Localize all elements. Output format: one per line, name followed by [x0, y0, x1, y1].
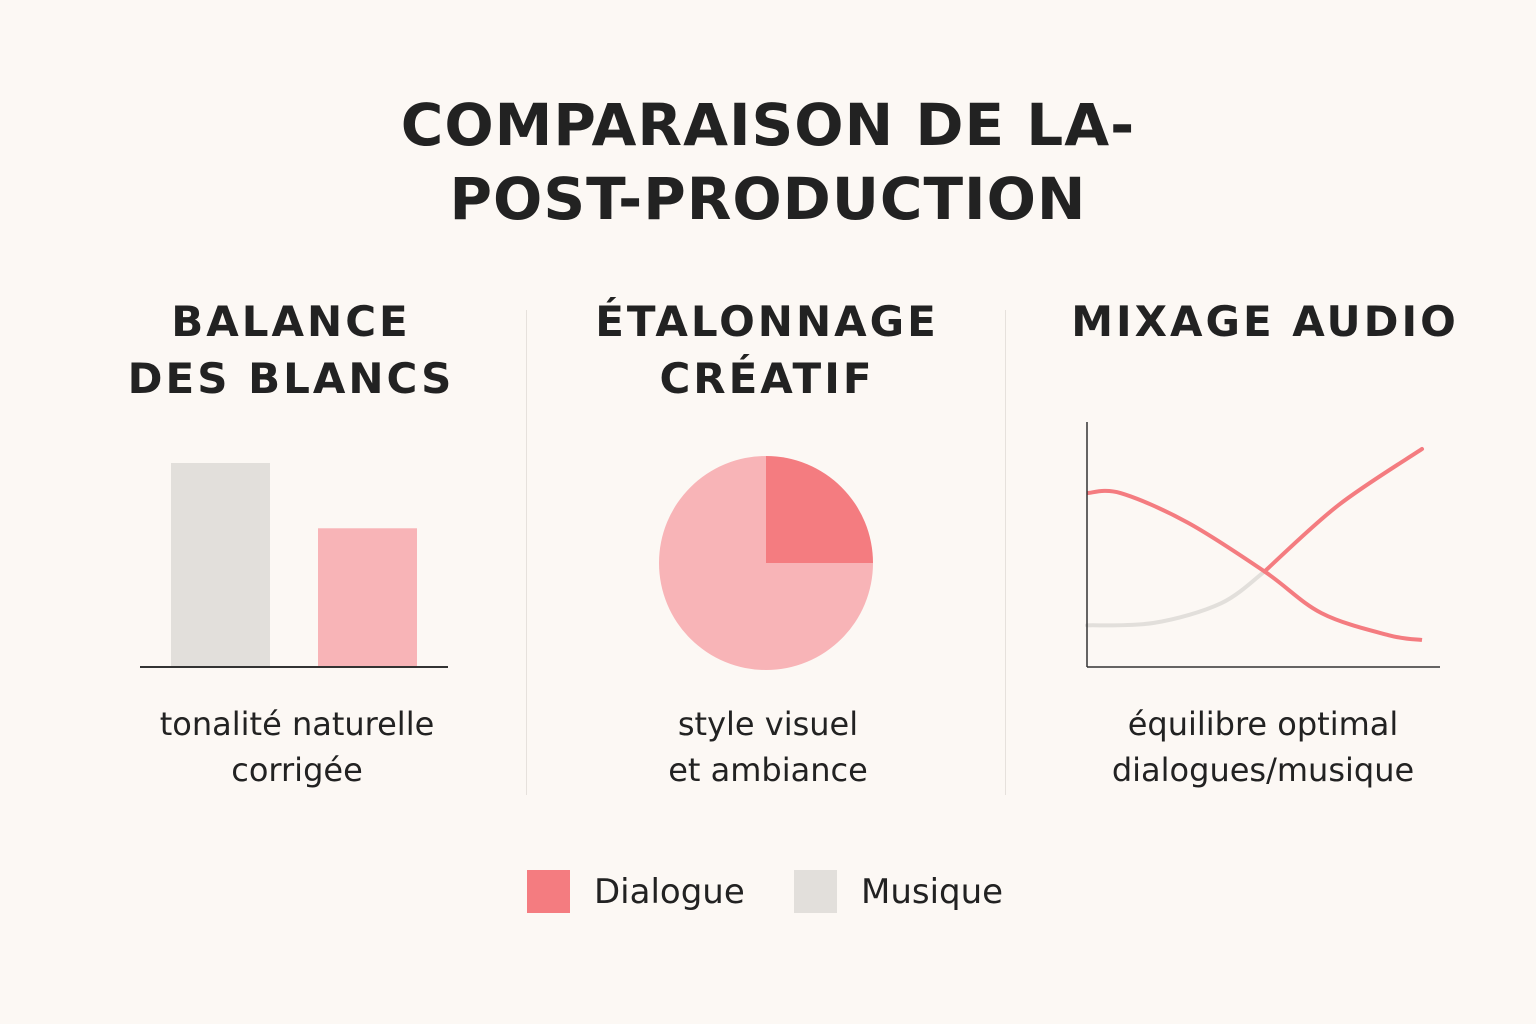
caption-line: et ambiance — [668, 751, 868, 789]
line-musique-rising — [1262, 446, 1424, 574]
title-line-2: POST-PRODUCTION — [449, 165, 1087, 233]
page-title: COMPARAISON DE LA- POST-PRODUCTION — [0, 88, 1536, 236]
section-heading-mixage: MIXAGE AUDIO — [1030, 293, 1500, 350]
legend-item-musique: Musique — [794, 870, 1003, 913]
heading-line: BALANCE — [171, 297, 411, 346]
caption-line: style visuel — [677, 705, 859, 743]
legend-label: Dialogue — [594, 871, 745, 912]
caption-line: dialogues/musique — [1111, 751, 1415, 789]
divider — [1005, 310, 1006, 795]
legend-label: Musique — [861, 871, 1004, 912]
legend-item-dialogue: Dialogue — [527, 870, 745, 913]
caption-etalonnage: style visuel et ambiance — [533, 701, 1003, 793]
caption-balance: tonalité naturelle corrigée — [62, 701, 532, 793]
heading-line: CRÉATIF — [659, 354, 875, 403]
legend-swatch-dialogue — [527, 870, 570, 913]
pie-slice-musique — [659, 456, 873, 670]
title-line-1: COMPARAISON DE LA- — [400, 91, 1136, 159]
divider — [526, 310, 527, 795]
caption-line: équilibre optimal — [1127, 705, 1399, 743]
bar-dialogue — [318, 528, 417, 667]
caption-line: corrigée — [231, 751, 363, 789]
legend-swatch-musique — [794, 870, 837, 913]
caption-line: tonalité naturelle — [159, 705, 435, 743]
heading-line: ÉTALONNAGE — [595, 297, 939, 346]
bar-musique — [171, 463, 270, 667]
line-musique — [1085, 569, 1267, 628]
section-heading-etalonnage: ÉTALONNAGE CRÉATIF — [532, 293, 1002, 407]
heading-line: DES BLANCS — [127, 354, 455, 403]
heading-line: MIXAGE AUDIO — [1071, 297, 1459, 346]
caption-mixage: équilibre optimal dialogues/musique — [1028, 701, 1498, 793]
line-dialogue — [1086, 488, 1423, 643]
pie-slice-dialogue — [766, 456, 873, 563]
section-heading-balance: BALANCE DES BLANCS — [56, 293, 526, 407]
